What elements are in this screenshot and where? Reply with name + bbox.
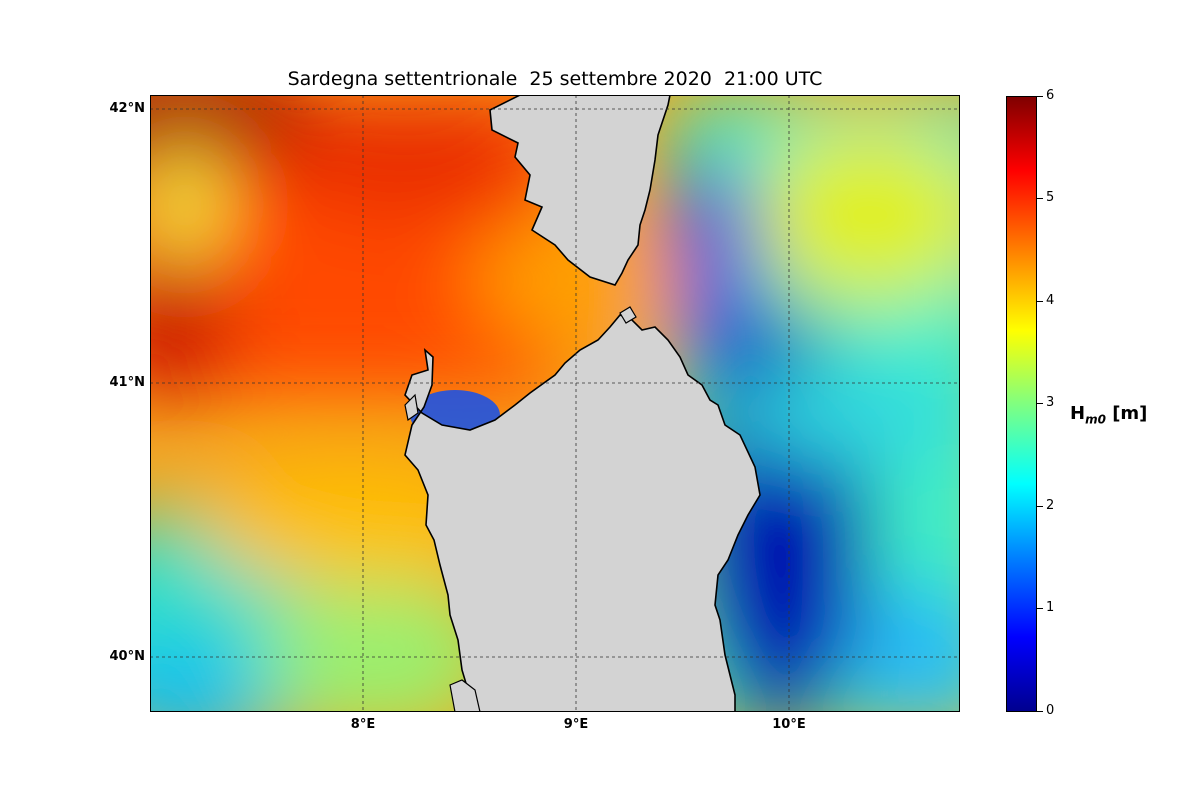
sardinia-land: [404, 314, 761, 713]
colorbar-label-6: 6: [1046, 88, 1055, 103]
gridlines: [150, 95, 960, 712]
colorbar-tick-0: [1037, 711, 1043, 712]
colorbar-title-sub: m0: [1085, 412, 1106, 427]
colorbar-title: Hm0 [m]: [1070, 403, 1147, 427]
colorbar-label-0: 0: [1046, 703, 1055, 718]
lat-tick-41n: 41°N: [109, 375, 145, 390]
colorbar-label-3: 3: [1046, 395, 1055, 410]
colorbar: [1006, 96, 1037, 712]
san-pietro-coast: [449, 679, 481, 713]
lon-tick-8e: 8°E: [350, 717, 376, 732]
colorbar-label-2: 2: [1046, 498, 1055, 513]
asinara-island: [404, 393, 419, 422]
maddalena-islands: [619, 306, 637, 324]
colorbar-title-main: H: [1070, 403, 1086, 424]
colorbar-title-unit: [m]: [1105, 403, 1148, 424]
lat-tick-40n: 40°N: [109, 649, 145, 664]
colorbar-label-5: 5: [1046, 190, 1055, 205]
map-frame: [150, 95, 960, 712]
colorbar-tick-6: [1037, 96, 1043, 97]
colorbar-tick-3: [1037, 403, 1043, 404]
colorbar-tick-5: [1037, 198, 1043, 199]
lon-tick-10e: 10°E: [772, 717, 806, 732]
colorbar-tick-2: [1037, 506, 1043, 507]
wave-height-map: [40, 55, 1010, 755]
lat-tick-42n: 42°N: [109, 101, 145, 116]
colorbar-label-4: 4: [1046, 293, 1055, 308]
corsica-land: [489, 94, 671, 286]
lon-tick-9e: 9°E: [563, 717, 589, 732]
map-title: Sardegna settentrionale 25 settembre 202…: [287, 68, 823, 90]
colorbar-label-1: 1: [1046, 600, 1055, 615]
colorbar-tick-1: [1037, 608, 1043, 609]
colorbar-tick-4: [1037, 301, 1043, 302]
land-mass: [404, 94, 761, 713]
